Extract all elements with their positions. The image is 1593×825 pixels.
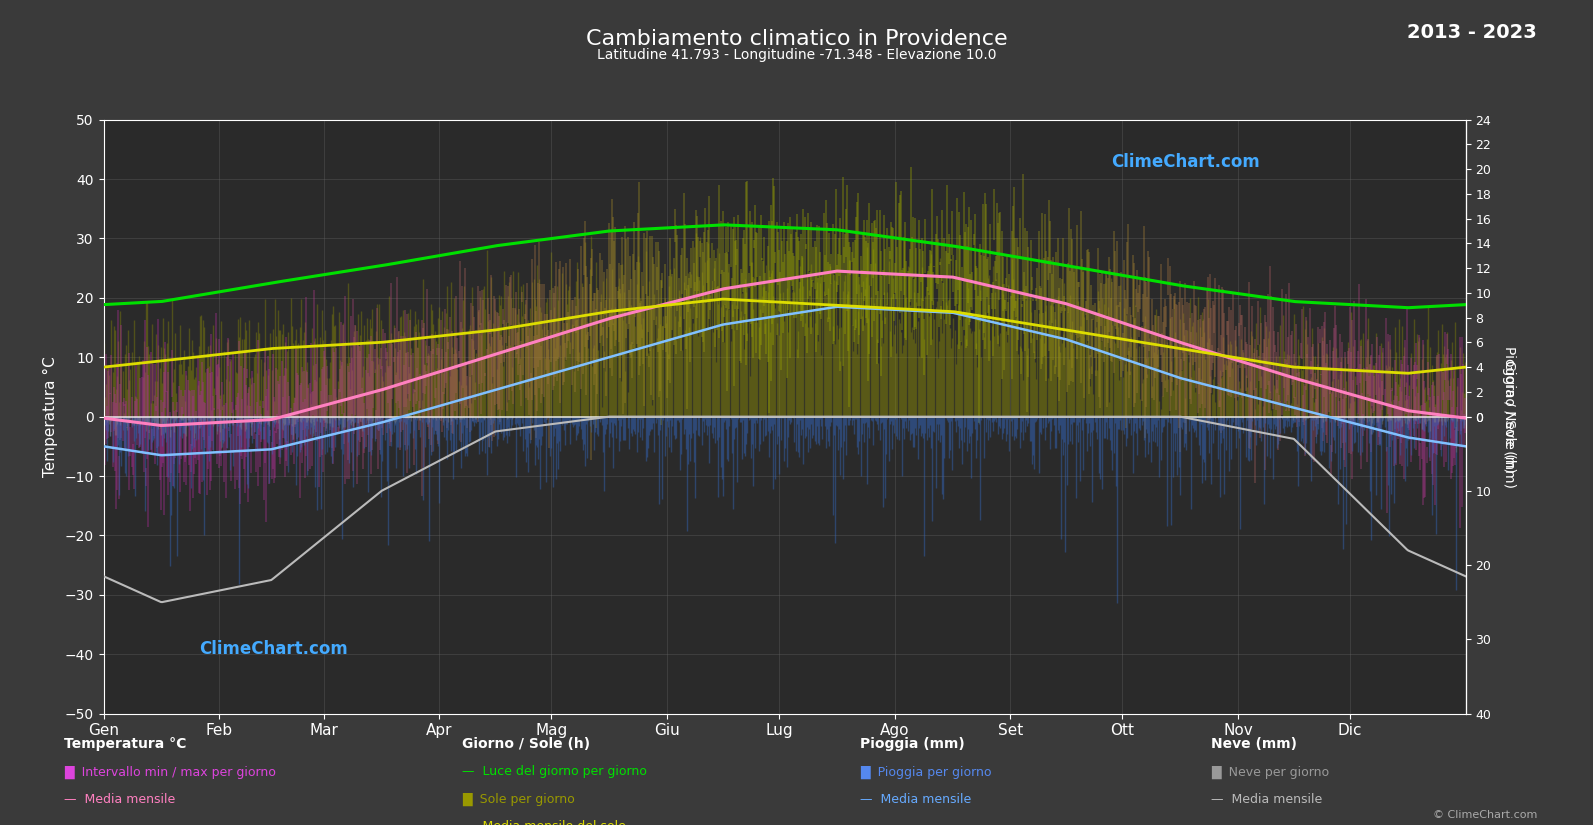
Text: Temperatura °C: Temperatura °C	[64, 738, 186, 752]
Text: —  Luce del giorno per giorno: — Luce del giorno per giorno	[462, 766, 647, 779]
Text: Pioggia (mm): Pioggia (mm)	[860, 738, 965, 752]
Text: █  Neve per giorno: █ Neve per giorno	[1211, 766, 1329, 779]
Text: Giorno / Sole (h): Giorno / Sole (h)	[462, 738, 589, 752]
Text: ClimeChart.com: ClimeChart.com	[1112, 153, 1260, 171]
Text: © ClimeChart.com: © ClimeChart.com	[1432, 810, 1537, 820]
Y-axis label: Giorno / Sole (h): Giorno / Sole (h)	[1502, 361, 1517, 473]
Text: █  Sole per giorno: █ Sole per giorno	[462, 793, 575, 806]
Text: █  Pioggia per giorno: █ Pioggia per giorno	[860, 766, 992, 779]
Text: Neve (mm): Neve (mm)	[1211, 738, 1297, 752]
Text: █  Intervallo min / max per giorno: █ Intervallo min / max per giorno	[64, 766, 276, 779]
Text: —  Media mensile: — Media mensile	[1211, 793, 1322, 806]
Text: —  Media mensile: — Media mensile	[860, 793, 972, 806]
Y-axis label: Pioggia / Neve (mm): Pioggia / Neve (mm)	[1502, 346, 1517, 488]
Text: Latitudine 41.793 - Longitudine -71.348 - Elevazione 10.0: Latitudine 41.793 - Longitudine -71.348 …	[597, 48, 996, 62]
Text: Cambiamento climatico in Providence: Cambiamento climatico in Providence	[586, 29, 1007, 49]
Text: ClimeChart.com: ClimeChart.com	[199, 640, 347, 658]
Y-axis label: Temperatura °C: Temperatura °C	[43, 356, 57, 477]
Text: —  Media mensile del sole: — Media mensile del sole	[462, 820, 626, 825]
Text: —  Media mensile: — Media mensile	[64, 793, 175, 806]
Text: 2013 - 2023: 2013 - 2023	[1408, 23, 1537, 42]
